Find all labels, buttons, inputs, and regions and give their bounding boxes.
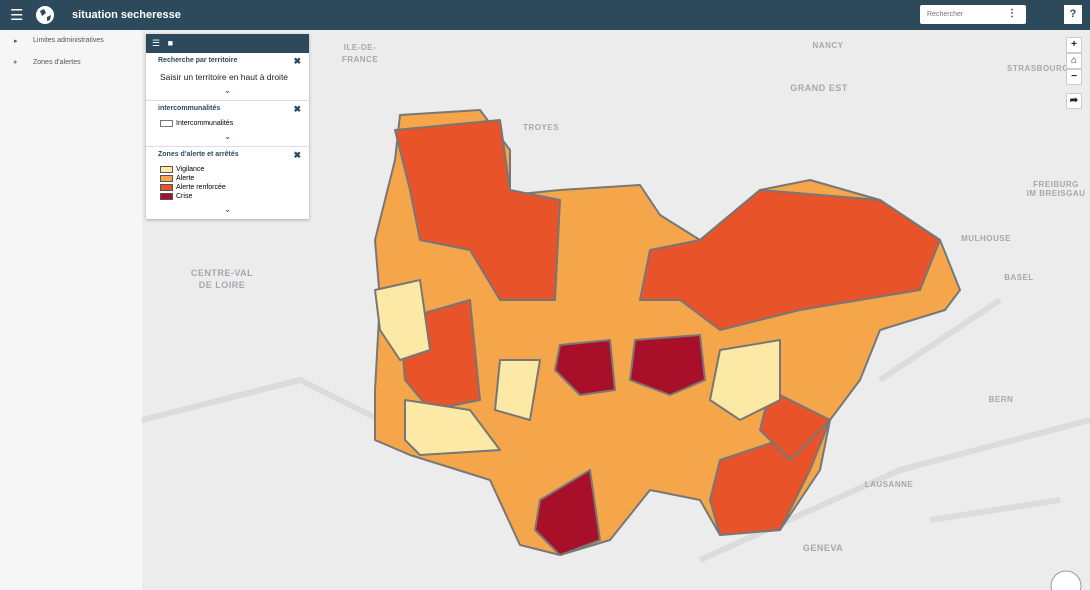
close-button[interactable]: ✖	[293, 104, 301, 114]
legend-label: Intercommunalités	[176, 120, 234, 127]
zone-renforcee	[639, 189, 941, 331]
legend: Vigilance Alerte Alerte renforcée Crise	[152, 165, 303, 201]
map-label: GRAND EST	[790, 83, 848, 93]
legend-swatch	[160, 184, 173, 191]
zone-crise	[554, 339, 616, 396]
map-label: MULHOUSE	[961, 234, 1011, 243]
map-label: GENEVA	[803, 543, 843, 553]
map-label: ILE-DE-	[344, 43, 376, 52]
zone-crise	[629, 334, 706, 396]
search-options[interactable]: ⋮	[1007, 8, 1017, 19]
zone-crise	[534, 469, 601, 556]
layer-group[interactable]: Limites administratives	[33, 37, 104, 44]
close-button[interactable]: ✖	[293, 56, 301, 66]
panel-section: Recherche par territoire ✖ Saisir un ter…	[146, 53, 309, 101]
home[interactable]: ⌂	[1066, 53, 1082, 69]
expand-chevron[interactable]: ⌄	[223, 131, 232, 141]
layer-group[interactable]: Zones d'alertes	[33, 59, 81, 66]
zone-renforcee	[394, 119, 561, 301]
legend-item: Alerte renforcée	[160, 183, 303, 192]
legend-label: Alerte	[176, 175, 195, 182]
map-label: IM BREISGAU	[1027, 189, 1086, 198]
map-label: LAUSANNE	[865, 480, 914, 489]
zone-vigilance	[709, 339, 781, 421]
help-button[interactable]: ?	[1064, 5, 1082, 24]
legend-swatch	[160, 193, 173, 200]
zone-vigilance	[494, 359, 541, 421]
top-bar: ☰ situation secheresse Rechercher ⋮ ?	[0, 0, 1090, 30]
legend-swatch	[160, 166, 173, 173]
section-title: Recherche par territoire	[158, 57, 238, 64]
legend-label: Vigilance	[176, 166, 205, 173]
zone-vigilance	[374, 279, 431, 361]
share[interactable]: ➦	[1066, 93, 1082, 109]
zone-vigilance	[404, 399, 501, 456]
section-text: Saisir un territoire en haut à droite	[160, 72, 289, 82]
map-controls: + ⌂ − ➦	[1066, 37, 1082, 109]
legend-label: Alerte renforcée	[176, 184, 226, 191]
map-terrain	[141, 297, 1090, 563]
panel-toolbar: ☰ ■	[146, 34, 309, 53]
trash-icon[interactable]: ■	[167, 38, 174, 48]
map-label: CENTRE-VAL	[191, 268, 253, 278]
legend-item: Alerte	[160, 174, 303, 183]
section-title: Zones d'alerte et arrêtés	[158, 151, 239, 158]
menu-button[interactable]: ☰	[10, 7, 24, 24]
sidebar: ▸ Limites administratives ● Zones d'aler…	[0, 30, 142, 590]
panel-section: intercommunalités ✖ Intercommunalités ⌄	[146, 101, 309, 147]
scale-control[interactable]	[1050, 570, 1082, 590]
zoom-out[interactable]: −	[1066, 69, 1082, 85]
legend-item: Intercommunalités	[160, 119, 303, 128]
legend-item: Vigilance	[160, 165, 303, 174]
map-label: BERN	[989, 395, 1014, 404]
zone-renforcee	[759, 389, 831, 461]
close-button[interactable]: ✖	[293, 150, 301, 160]
section-title: intercommunalités	[158, 105, 221, 112]
list-icon[interactable]: ☰	[152, 38, 161, 48]
search-placeholder: Rechercher	[927, 11, 964, 18]
drop-icon: ●	[13, 59, 18, 66]
legend-item: Crise	[160, 192, 303, 201]
expand-chevron[interactable]: ⌄	[223, 85, 232, 95]
legend-label: Crise	[176, 193, 193, 200]
zoom-in[interactable]: +	[1066, 37, 1082, 53]
legend-panel: ☰ ■ Recherche par territoire ✖ Saisir un…	[146, 34, 309, 219]
map-label: FRANCE	[342, 55, 378, 64]
app-title: situation secheresse	[72, 9, 181, 21]
search-box[interactable]: Rechercher ⋮	[920, 5, 1026, 24]
map-label: NANCY	[813, 41, 844, 50]
map-label: FREIBURG	[1033, 180, 1079, 189]
expand-chevron[interactable]: ⌄	[223, 204, 232, 214]
map-label: STRASBOURG	[1007, 64, 1069, 73]
map-label: TROYES	[523, 123, 559, 132]
globe-icon	[36, 6, 54, 24]
map-label: BASEL	[1004, 273, 1034, 282]
map-label: DE LOIRE	[199, 280, 246, 290]
alert-zones	[374, 109, 961, 556]
legend-swatch	[160, 175, 173, 182]
panel-section: Zones d'alerte et arrêtés ✖ Vigilance Ale…	[146, 147, 309, 219]
expand-arrow[interactable]: ▸	[14, 38, 18, 45]
